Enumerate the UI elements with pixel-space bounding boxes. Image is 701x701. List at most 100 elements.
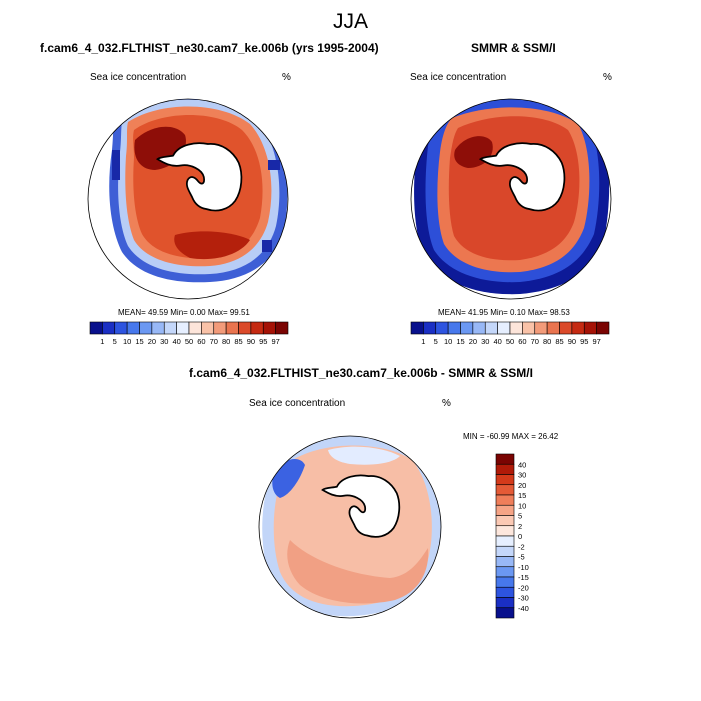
colorbar-swatch <box>484 321 498 335</box>
diff-variable-label: Sea ice concentration <box>249 398 346 409</box>
colorbar-swatch <box>495 586 515 598</box>
colorbar-swatch <box>495 535 515 547</box>
colorbar-tick-label: 85 <box>234 337 242 346</box>
model-panel-title: f.cam6_4_032.FLTHIST_ne30.cam7_ke.006b (… <box>40 41 379 55</box>
colorbar-swatch <box>495 453 515 465</box>
colorbar-tick-label: -2 <box>518 542 525 551</box>
colorbar-swatch <box>546 321 560 335</box>
obs-panel-title: SMMR & SSM/I <box>471 41 556 55</box>
colorbar-swatch <box>410 321 424 335</box>
colorbar-swatch <box>188 321 202 335</box>
colorbar-swatch <box>238 321 252 335</box>
colorbar-swatch <box>571 321 585 335</box>
colorbar-tick-label: 20 <box>469 337 477 346</box>
colorbar-tick-label: 20 <box>148 337 156 346</box>
colorbar-tick-label: -5 <box>518 553 525 562</box>
colorbar-swatch <box>201 321 215 335</box>
colorbar-tick-label: 1 <box>100 337 104 346</box>
colorbar-tick-label: 90 <box>568 337 576 346</box>
colorbar-tick-label: 15 <box>518 491 526 500</box>
colorbar-swatch <box>495 494 515 506</box>
colorbar-tick-label: 10 <box>123 337 131 346</box>
colorbar-tick-label: 50 <box>185 337 193 346</box>
colorbar-swatch <box>495 576 515 588</box>
colorbar-swatch <box>102 321 116 335</box>
colorbar-swatch <box>495 463 515 475</box>
colorbar-tick-label: -30 <box>518 594 529 603</box>
colorbar-swatch <box>495 607 515 619</box>
colorbar-swatch <box>472 321 486 335</box>
colorbar-swatch <box>435 321 449 335</box>
colorbar-swatch <box>114 321 128 335</box>
model-stats: MEAN= 49.59 Min= 0.00 Max= 99.51 <box>118 308 250 317</box>
colorbar-tick-label: 95 <box>580 337 588 346</box>
colorbar-swatch <box>583 321 597 335</box>
model-variable-label: Sea ice concentration <box>90 72 187 83</box>
colorbar-tick-label: 15 <box>456 337 464 346</box>
colorbar-tick-label: 30 <box>481 337 489 346</box>
colorbar-swatch <box>275 321 289 335</box>
colorbar-tick-label: 50 <box>506 337 514 346</box>
colorbar-swatch <box>423 321 437 335</box>
colorbar-tick-label: 90 <box>247 337 255 346</box>
colorbar-tick-label: 97 <box>271 337 279 346</box>
colorbar-tick-label: 80 <box>222 337 230 346</box>
diff-units-label: % <box>442 398 451 409</box>
colorbar-tick-label: 30 <box>518 471 526 480</box>
colorbar-swatch <box>497 321 511 335</box>
colorbar-swatch <box>534 321 548 335</box>
figure-title: JJA <box>332 10 368 33</box>
colorbar-tick-label: 97 <box>592 337 600 346</box>
diff-stats: MIN = -60.99 MAX = 26.42 <box>463 432 559 441</box>
colorbar-swatch <box>495 484 515 496</box>
colorbar-tick-label: 40 <box>172 337 180 346</box>
obs-colorbar: 1 5 10 15 20 30 40 50 60 70 80 85 90 95 97 <box>410 321 610 346</box>
colorbar-tick-label: 60 <box>197 337 205 346</box>
colorbar-tick-label: -40 <box>518 604 529 613</box>
colorbar-tick-label: 60 <box>518 337 526 346</box>
colorbar-tick-label: 70 <box>210 337 218 346</box>
model-units-label: % <box>282 72 291 83</box>
colorbar-swatch <box>151 321 165 335</box>
colorbar-tick-label: -15 <box>518 573 529 582</box>
colorbar-swatch <box>596 321 610 335</box>
obs-units-label: % <box>603 72 612 83</box>
obs-stats: MEAN= 41.95 Min= 0.10 Max= 98.53 <box>438 308 570 317</box>
colorbar-tick-label: 5 <box>518 512 522 521</box>
colorbar-tick-label: 5 <box>113 337 117 346</box>
colorbar-tick-label: 10 <box>518 501 526 510</box>
colorbar-tick-label: 95 <box>259 337 267 346</box>
colorbar-tick-label: 80 <box>543 337 551 346</box>
colorbar-tick-label: 20 <box>518 481 526 490</box>
colorbar-swatch <box>89 321 103 335</box>
colorbar-swatch <box>495 545 515 557</box>
colorbar-tick-label: 2 <box>518 522 522 531</box>
colorbar-swatch <box>495 566 515 578</box>
colorbar-tick-label: 30 <box>160 337 168 346</box>
colorbar-tick-label: 10 <box>444 337 452 346</box>
colorbar-swatch <box>126 321 140 335</box>
colorbar-tick-label: -20 <box>518 583 529 592</box>
colorbar-swatch <box>176 321 190 335</box>
colorbar-swatch <box>495 515 515 527</box>
colorbar-swatch <box>447 321 461 335</box>
colorbar-tick-label: 15 <box>135 337 143 346</box>
colorbar-swatch <box>559 321 573 335</box>
diff-panel-title: f.cam6_4_032.FLTHIST_ne30.cam7_ke.006b -… <box>189 366 533 380</box>
colorbar-swatch <box>509 321 523 335</box>
colorbar-swatch <box>495 597 515 609</box>
colorbar-swatch <box>225 321 239 335</box>
colorbar-swatch <box>262 321 276 335</box>
colorbar-swatch <box>495 474 515 486</box>
colorbar-tick-label: 1 <box>421 337 425 346</box>
colorbar-swatch <box>522 321 536 335</box>
model-colorbar: 1 5 10 15 20 30 40 50 60 70 80 85 90 95 97 <box>89 321 289 346</box>
obs-variable-label: Sea ice concentration <box>410 72 507 83</box>
model-map <box>87 98 289 300</box>
colorbar-tick-label: 5 <box>434 337 438 346</box>
colorbar-tick-label: 70 <box>531 337 539 346</box>
difference-map <box>258 435 442 619</box>
colorbar-tick-label: 0 <box>518 532 522 541</box>
